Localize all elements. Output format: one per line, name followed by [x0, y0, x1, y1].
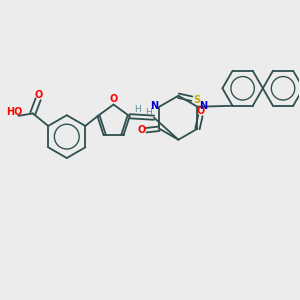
Text: O: O: [196, 106, 205, 116]
Text: N: N: [199, 100, 207, 110]
Text: H: H: [145, 108, 152, 117]
Text: HO: HO: [6, 107, 22, 117]
Text: S: S: [193, 95, 200, 105]
Text: O: O: [138, 125, 146, 136]
Text: N: N: [150, 101, 158, 111]
Text: H: H: [135, 105, 141, 114]
Text: O: O: [110, 94, 118, 104]
Text: O: O: [34, 90, 43, 100]
